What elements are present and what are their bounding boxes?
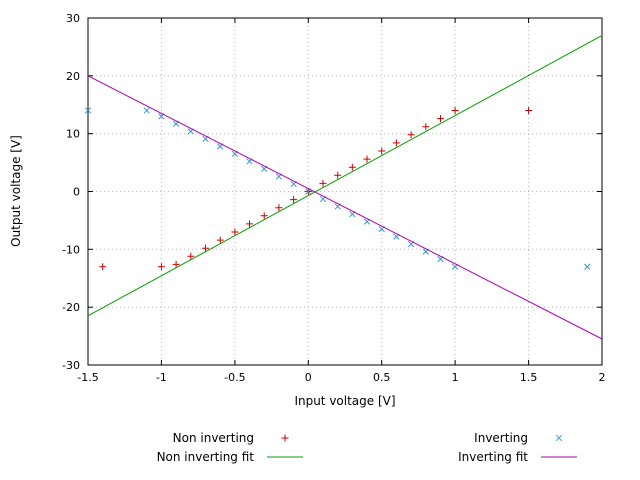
svg-text:0: 0 (305, 371, 312, 384)
legend-entry-inverting-fit: Inverting fit (312, 447, 580, 466)
legend-entry-inverting: Inverting (312, 428, 580, 447)
legend-entry-non-inverting: Non inverting (0, 428, 312, 447)
legend-line-green-icon (264, 450, 306, 464)
x-axis-label: Input voltage [V] (294, 394, 396, 408)
svg-text:-20: -20 (62, 301, 80, 314)
legend-line-magenta-icon (538, 450, 580, 464)
svg-text:30: 30 (66, 12, 80, 25)
svg-text:10: 10 (66, 128, 80, 141)
svg-text:0.5: 0.5 (373, 371, 391, 384)
svg-text:-0.5: -0.5 (224, 371, 245, 384)
svg-text:-10: -10 (62, 243, 80, 256)
svg-text:1.5: 1.5 (520, 371, 538, 384)
svg-text:-1.5: -1.5 (77, 371, 98, 384)
legend-label-non-inverting-fit: Non inverting fit (156, 449, 254, 464)
legend-label-inverting-fit: Inverting fit (458, 449, 528, 464)
legend-marker-cross-icon (538, 431, 580, 445)
legend-marker-plus-icon (264, 431, 306, 445)
svg-text:2: 2 (599, 371, 606, 384)
legend-entry-non-inverting-fit: Non inverting fit (0, 447, 312, 466)
svg-text:1: 1 (452, 371, 459, 384)
svg-text:-1: -1 (156, 371, 167, 384)
svg-text:0: 0 (73, 186, 80, 199)
svg-text:-30: -30 (62, 359, 80, 372)
svg-text:20: 20 (66, 70, 80, 83)
legend-label-inverting: Inverting (474, 430, 528, 445)
legend-label-non-inverting: Non inverting (172, 430, 254, 445)
y-axis-label: Output voltage [V] (9, 135, 23, 247)
legend: Non inverting Inverting Non inverting fi… (0, 428, 640, 466)
